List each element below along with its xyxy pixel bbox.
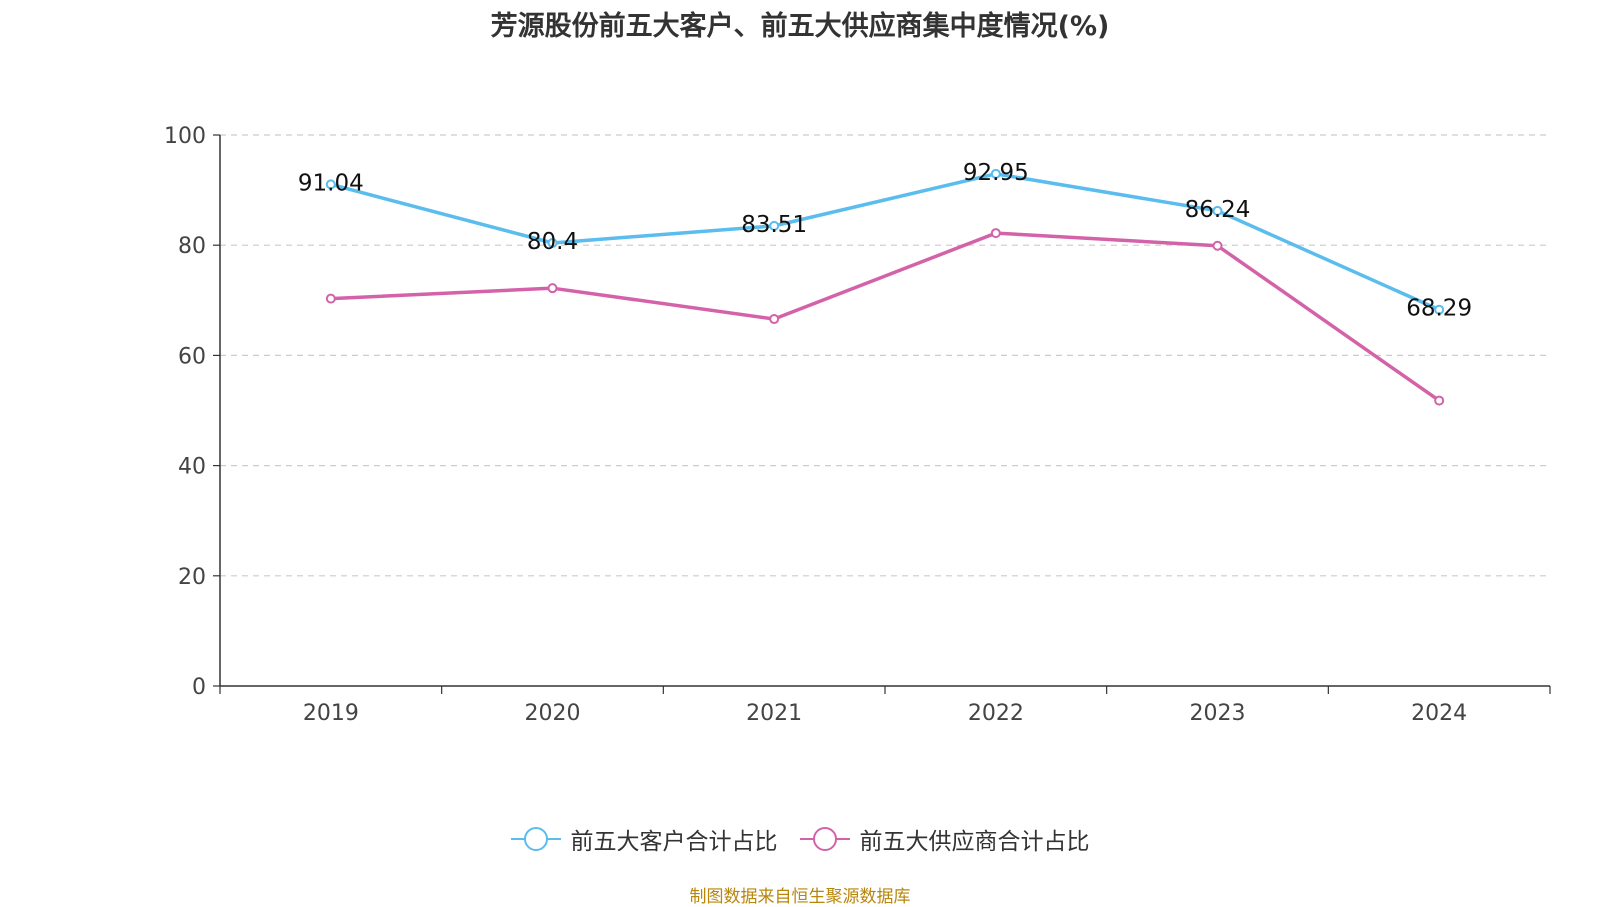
legend-item-customers[interactable]: 前五大客户合计占比 bbox=[510, 822, 778, 856]
data-label: 68.29 bbox=[1406, 296, 1472, 322]
data-label: 83.51 bbox=[741, 212, 807, 238]
series-line-1 bbox=[330, 231, 1441, 403]
data-point bbox=[769, 314, 780, 325]
data-point bbox=[547, 283, 558, 294]
x-tick-label: 2022 bbox=[968, 701, 1024, 726]
y-tick-label: 100 bbox=[164, 124, 206, 149]
y-tick-label: 40 bbox=[178, 455, 206, 480]
data-label: 91.04 bbox=[298, 170, 364, 196]
data-point bbox=[990, 168, 1001, 179]
series-line-0 bbox=[330, 172, 1440, 312]
x-tick-label: 2020 bbox=[525, 701, 581, 726]
y-tick-label: 60 bbox=[178, 344, 206, 369]
data-point bbox=[1434, 304, 1445, 315]
x-tick-label: 2023 bbox=[1190, 701, 1246, 726]
data-label: 92.95 bbox=[963, 160, 1029, 186]
data-point bbox=[1212, 205, 1223, 216]
y-tick-label: 80 bbox=[178, 234, 206, 259]
data-point bbox=[1212, 240, 1223, 251]
legend: 前五大客户合计占比 前五大供应商合计占比 bbox=[0, 822, 1600, 856]
legend-item-suppliers[interactable]: 前五大供应商合计占比 bbox=[799, 822, 1090, 856]
legend-label-customers: 前五大客户合计占比 bbox=[570, 829, 778, 855]
x-tick-label: 2019 bbox=[303, 701, 359, 726]
legend-swatch-suppliers bbox=[799, 827, 850, 851]
legend-label-suppliers: 前五大供应商合计占比 bbox=[859, 829, 1090, 855]
data-label: 80.4 bbox=[527, 229, 578, 255]
data-point bbox=[769, 220, 780, 231]
legend-swatch-customers bbox=[510, 827, 561, 851]
y-tick-label: 0 bbox=[192, 675, 206, 700]
data-label: 86.24 bbox=[1185, 197, 1251, 223]
data-point bbox=[1434, 395, 1445, 406]
data-point bbox=[325, 179, 336, 190]
y-tick-label: 20 bbox=[178, 565, 206, 590]
x-tick-label: 2024 bbox=[1411, 701, 1467, 726]
source-note: 制图数据来自恒生聚源数据库 bbox=[689, 887, 911, 907]
x-tick-label: 2021 bbox=[746, 701, 802, 726]
data-point bbox=[990, 228, 1001, 239]
chart-title: 芳源股份前五大客户、前五大供应商集中度情况(%) bbox=[490, 11, 1110, 42]
data-point bbox=[325, 293, 336, 304]
data-point bbox=[547, 237, 558, 248]
